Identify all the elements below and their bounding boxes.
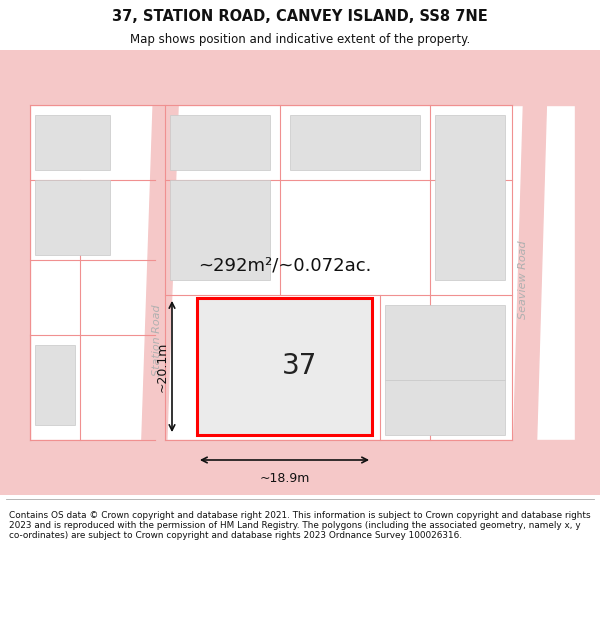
Text: Contains OS data © Crown copyright and database right 2021. This information is : Contains OS data © Crown copyright and d… <box>9 511 590 541</box>
Polygon shape <box>0 440 600 495</box>
Polygon shape <box>0 50 600 105</box>
Text: ~292m²/~0.072ac.: ~292m²/~0.072ac. <box>199 256 371 274</box>
Text: ~18.9m: ~18.9m <box>259 472 310 485</box>
Bar <box>170 115 270 170</box>
Polygon shape <box>140 50 180 495</box>
Text: Seaview Road: Seaview Road <box>518 241 528 319</box>
Polygon shape <box>0 50 30 495</box>
Text: Map shows position and indicative extent of the property.: Map shows position and indicative extent… <box>130 32 470 46</box>
Bar <box>385 305 505 380</box>
Bar <box>385 380 505 435</box>
Text: 37: 37 <box>282 352 317 381</box>
Bar <box>35 115 110 170</box>
Text: 37, STATION ROAD, CANVEY ISLAND, SS8 7NE: 37, STATION ROAD, CANVEY ISLAND, SS8 7NE <box>112 9 488 24</box>
Bar <box>435 115 505 280</box>
Bar <box>205 306 325 427</box>
Bar <box>35 180 110 255</box>
Text: ~20.1m: ~20.1m <box>155 341 169 392</box>
Bar <box>290 115 420 170</box>
Polygon shape <box>512 50 548 495</box>
Polygon shape <box>575 50 600 495</box>
Text: Station Road: Station Road <box>152 304 162 376</box>
Bar <box>35 345 75 425</box>
Bar <box>170 180 270 280</box>
Bar <box>197 298 372 435</box>
